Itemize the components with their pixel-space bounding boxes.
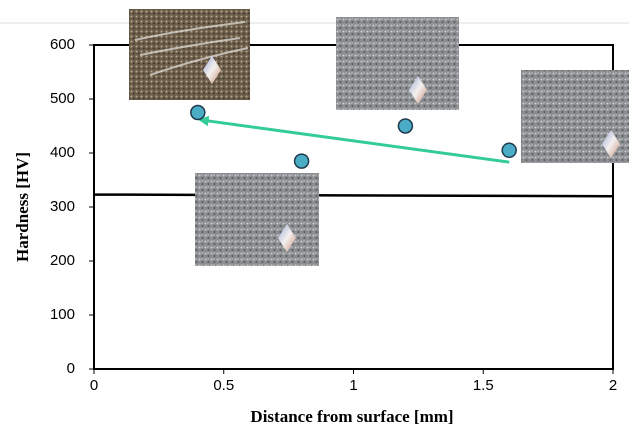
x-tick-label: 1 [349, 377, 357, 394]
data-point [293, 153, 310, 169]
micrograph [336, 17, 459, 110]
y-tick-label: 400 [50, 144, 75, 161]
data-marks [190, 104, 517, 169]
y-tick-label: 0 [67, 360, 75, 377]
x-tick-label: 0.5 [213, 377, 234, 394]
y-tick-label: 500 [50, 90, 75, 107]
y-tick-label: 600 [50, 36, 75, 53]
indent [602, 130, 620, 158]
data-point [397, 118, 414, 134]
indent [409, 76, 427, 104]
micrograph [195, 173, 319, 266]
x-tick-label: 2 [609, 377, 617, 394]
micrograph-images [129, 9, 629, 266]
data-point [190, 104, 206, 121]
x-axis-title: Distance from surface [mm] [250, 407, 453, 426]
reference-line [93, 193, 614, 198]
y-tick-label: 300 [50, 198, 75, 215]
data-point [501, 142, 517, 159]
arrow-shaft [207, 119, 510, 164]
micrograph-streak [134, 21, 249, 76]
y-tick-label: 200 [50, 252, 75, 269]
arrow-head [197, 115, 210, 127]
indent [203, 56, 221, 84]
indent [278, 224, 296, 252]
x-tick-label: 0 [90, 377, 98, 394]
plot-area: 0 100 200 300 400 500 600 0 0.5 1 1.5 2 [50, 36, 617, 394]
y-tick-label: 100 [50, 306, 75, 323]
x-tick-label: 1.5 [473, 377, 494, 394]
y-axis-title: Hardness [HV] [13, 152, 32, 262]
